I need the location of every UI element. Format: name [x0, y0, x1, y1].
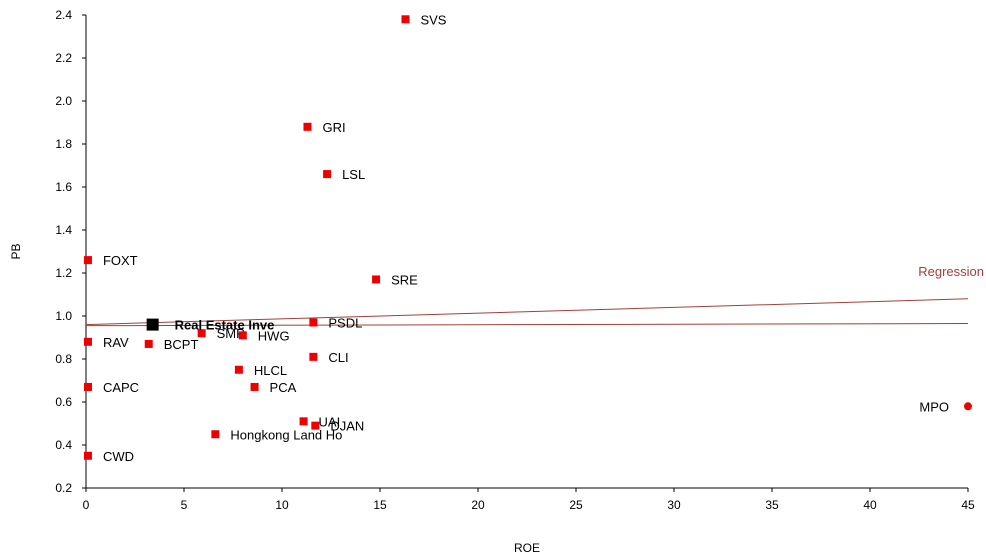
data-point-label: SRE [391, 272, 418, 287]
data-point-label: GRI [322, 120, 345, 135]
data-point [83, 451, 92, 460]
y-tick-label: 1.4 [55, 223, 72, 237]
data-point-label: SMP [217, 326, 245, 341]
x-tick-label: 0 [83, 498, 90, 512]
data-point-label: FOXT [103, 253, 138, 268]
data-point-label: CAPC [103, 380, 139, 395]
x-tick-label: 20 [471, 498, 485, 512]
data-point-label: LSL [342, 167, 365, 182]
data-point [83, 256, 92, 265]
data-point [83, 382, 92, 391]
data-point [309, 318, 318, 327]
data-point [372, 275, 381, 284]
data-point [250, 382, 259, 391]
data-point [238, 331, 247, 340]
data-point [234, 365, 243, 374]
axes: 0.2 0.4 0.6 0.8 1.0 1.2 1.4 1.6 1.8 2.0 2.2 2.4 0 5 10… [55, 8, 975, 512]
data-point-label: UAI [319, 414, 341, 429]
y-tick-label: 1.2 [55, 266, 72, 280]
data-point [303, 122, 312, 131]
data-point-label: PCA [270, 380, 297, 395]
y-tick-label: 2.4 [55, 8, 72, 22]
data-point-label: SVS [420, 12, 446, 27]
data-point [83, 337, 92, 346]
outlier-point-label: MPO [919, 399, 949, 414]
highlight-point [146, 318, 159, 331]
y-tick-label: 0.6 [55, 395, 72, 409]
y-tick-label: 1.8 [55, 137, 72, 151]
x-tick-label: 5 [181, 498, 188, 512]
regression-lines: Regression [85, 264, 984, 327]
data-point [144, 339, 153, 348]
x-axis-title: ROE [514, 541, 540, 555]
data-point-label: HLCL [254, 363, 287, 378]
data-point-label: HWG [258, 328, 290, 343]
data-point [311, 421, 320, 430]
regression-line [85, 298, 969, 326]
data-point-label: DJAN [330, 419, 364, 434]
y-tick-label: 1.0 [55, 309, 72, 323]
data-point [299, 417, 308, 426]
regression-label: Regression [918, 264, 984, 279]
y-tick-label: 0.2 [55, 481, 72, 495]
x-tick-label: 30 [667, 498, 681, 512]
data-point-label: CLI [328, 350, 348, 365]
data-point [197, 329, 206, 338]
data-point [323, 170, 332, 179]
y-tick-label: 2.2 [55, 51, 72, 65]
y-tick-label: 0.8 [55, 352, 72, 366]
x-tick-label: 10 [275, 498, 289, 512]
data-point-label: CWD [103, 449, 134, 464]
x-tick-label: 35 [765, 498, 779, 512]
data-point-label: PSDL [328, 315, 362, 330]
data-point [401, 15, 410, 24]
x-tick-label: 25 [569, 498, 583, 512]
data-point-label: BCPT [164, 337, 199, 352]
data-point-label: RAV [103, 335, 129, 350]
data-point [211, 430, 220, 439]
x-tick-label: 45 [961, 498, 975, 512]
data-point [309, 352, 318, 361]
highlight-point-label: Real Estate Inve [175, 318, 275, 333]
x-tick-label: 15 [373, 498, 387, 512]
data-point-label: Hongkong Land Ho [230, 427, 342, 442]
outlier-point [964, 402, 972, 411]
y-tick-label: 2.0 [55, 94, 72, 108]
y-tick-label: 1.6 [55, 180, 72, 194]
regression-line [85, 323, 969, 327]
x-tick-label: 40 [863, 498, 877, 512]
y-tick-label: 0.4 [55, 438, 72, 452]
y-axis-title: PB [9, 243, 23, 259]
data-points: SVS GRI LSL FOXT SRE PSDL SMP HWG RAV BCPT CLI HLCL… [83, 12, 972, 464]
